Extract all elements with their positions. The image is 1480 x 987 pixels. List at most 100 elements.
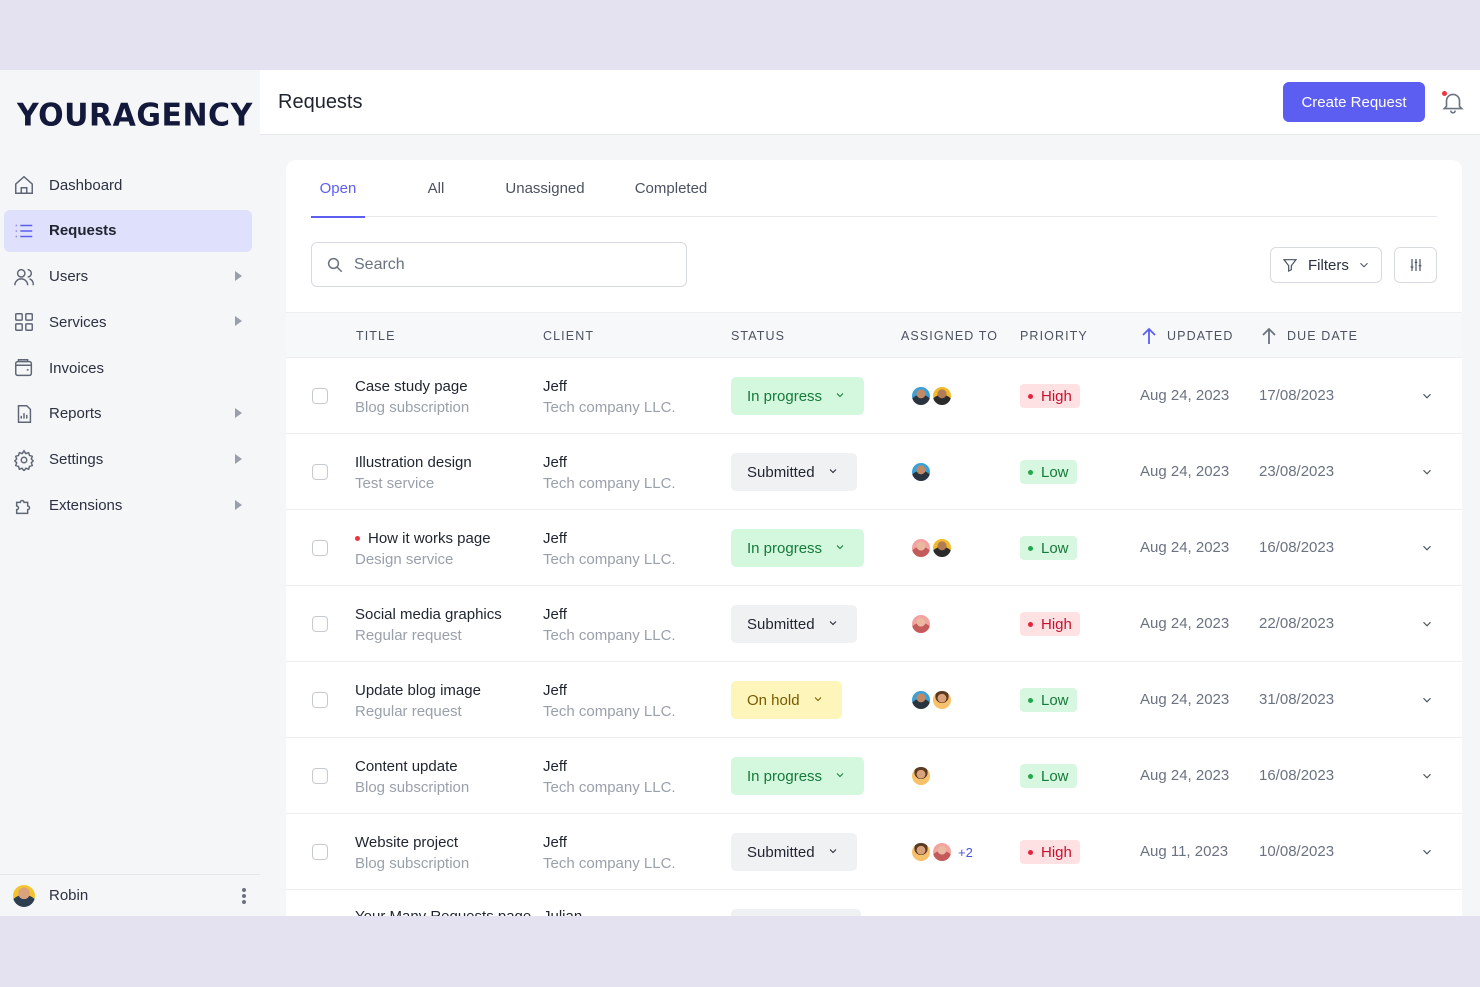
status-dropdown[interactable] bbox=[731, 909, 861, 916]
caret-right-icon[interactable] bbox=[235, 407, 242, 418]
column-status[interactable]: STATUS bbox=[731, 329, 786, 343]
caret-right-icon[interactable] bbox=[235, 499, 242, 510]
expand-row-chevron-icon[interactable] bbox=[1420, 845, 1434, 859]
title-cell[interactable]: How it works page Design service bbox=[355, 530, 491, 568]
status-dropdown[interactable]: On hold bbox=[731, 681, 842, 719]
expand-row-chevron-icon[interactable] bbox=[1420, 389, 1434, 403]
notifications-bell-icon[interactable] bbox=[1440, 89, 1466, 115]
title-cell[interactable]: Content update Blog subscription bbox=[355, 758, 469, 796]
row-checkbox[interactable] bbox=[312, 388, 328, 404]
title-cell[interactable]: Illustration design Test service bbox=[355, 454, 472, 492]
title-cell[interactable]: Case study page Blog subscription bbox=[355, 378, 469, 416]
expand-row-chevron-icon[interactable] bbox=[1420, 541, 1434, 555]
column-updated[interactable]: UPDATED bbox=[1141, 313, 1234, 359]
status-dropdown[interactable]: In progress bbox=[731, 377, 865, 415]
more-assignees-count[interactable]: +2 bbox=[958, 844, 973, 860]
sort-arrow-up-icon[interactable] bbox=[1261, 327, 1277, 345]
table-row[interactable]: Content update Blog subscription Jeff Tech … bbox=[286, 738, 1462, 814]
request-title[interactable]: Case study page bbox=[355, 378, 468, 395]
status-dropdown[interactable]: In progress bbox=[731, 529, 865, 567]
column-priority[interactable]: PRIORITY bbox=[1020, 329, 1088, 343]
assignee-avatar[interactable] bbox=[931, 841, 953, 863]
client-cell: Jeff Tech company LLC. bbox=[543, 454, 676, 492]
create-request-button[interactable]: Create Request bbox=[1283, 82, 1425, 122]
sidebar-item-requests[interactable]: Requests bbox=[4, 209, 252, 252]
column-due-date-label: DUE DATE bbox=[1287, 329, 1359, 343]
sidebar-item-extensions[interactable]: Extensions bbox=[4, 485, 252, 527]
request-title[interactable]: Website project bbox=[355, 834, 459, 851]
column-due-date[interactable]: DUE DATE bbox=[1261, 313, 1358, 359]
tab-open[interactable]: Open bbox=[311, 160, 365, 218]
assignee-avatar[interactable] bbox=[931, 689, 953, 711]
request-title[interactable]: Your Many Requests page bbox=[355, 908, 531, 916]
status-dropdown[interactable]: Submitted bbox=[731, 453, 857, 491]
request-title[interactable]: Illustration design bbox=[355, 454, 472, 471]
sidebar-item-services[interactable]: Services bbox=[4, 301, 252, 343]
table-row[interactable]: Update blog image Regular request Jeff Tech… bbox=[286, 662, 1462, 738]
table-row[interactable]: Website project Blog subscription Jeff Tech… bbox=[286, 814, 1462, 890]
request-title[interactable]: Social media graphics bbox=[355, 606, 502, 623]
caret-right-icon[interactable] bbox=[235, 316, 242, 327]
table-row[interactable]: Your Many Requests page Julian bbox=[286, 890, 1462, 916]
search-box[interactable] bbox=[311, 242, 687, 287]
column-title[interactable]: TITLE bbox=[356, 329, 396, 343]
brand-logo[interactable]: YOURAGENCY bbox=[17, 97, 253, 134]
row-checkbox[interactable] bbox=[312, 692, 328, 708]
row-checkbox[interactable] bbox=[312, 616, 328, 632]
status-dropdown[interactable]: Submitted bbox=[731, 605, 857, 643]
more-options-icon[interactable] bbox=[242, 888, 246, 904]
tab-all[interactable]: All bbox=[427, 180, 445, 197]
expand-row-chevron-icon[interactable] bbox=[1420, 693, 1434, 707]
title-cell[interactable]: Website project Blog subscription bbox=[355, 834, 469, 872]
row-checkbox[interactable] bbox=[312, 464, 328, 480]
client-cell: Jeff Tech company LLC. bbox=[543, 530, 676, 568]
priority-label: Low bbox=[1041, 539, 1069, 557]
client-name: Jeff bbox=[543, 682, 567, 699]
priority-badge: Low bbox=[1020, 688, 1077, 712]
assignee-avatar[interactable] bbox=[910, 537, 932, 559]
expand-row-chevron-icon[interactable] bbox=[1420, 617, 1434, 631]
assignee-avatar[interactable] bbox=[931, 537, 953, 559]
sidebar-item-invoices[interactable]: Invoices bbox=[4, 347, 252, 389]
assignee-avatar[interactable] bbox=[910, 765, 932, 787]
request-title[interactable]: How it works page bbox=[368, 530, 491, 547]
caret-right-icon[interactable] bbox=[235, 453, 242, 464]
assignee-avatar[interactable] bbox=[910, 689, 932, 711]
user-profile[interactable]: Robin bbox=[0, 874, 260, 916]
table-row[interactable]: Illustration design Test service Jeff Tech … bbox=[286, 434, 1462, 510]
expand-row-chevron-icon[interactable] bbox=[1420, 769, 1434, 783]
tab-unassigned[interactable]: Unassigned bbox=[505, 180, 585, 197]
title-cell[interactable]: Your Many Requests page bbox=[355, 908, 531, 916]
title-cell[interactable]: Update blog image Regular request bbox=[355, 682, 481, 720]
sort-arrow-up-icon[interactable] bbox=[1141, 327, 1157, 345]
assignee-avatar[interactable] bbox=[910, 613, 932, 635]
row-checkbox[interactable] bbox=[312, 540, 328, 556]
filters-button[interactable]: Filters bbox=[1270, 247, 1382, 283]
column-client[interactable]: CLIENT bbox=[543, 329, 595, 343]
sidebar-item-users[interactable]: Users bbox=[4, 256, 252, 298]
column-settings-button[interactable] bbox=[1394, 247, 1437, 283]
search-input[interactable] bbox=[354, 255, 654, 274]
assignee-avatar[interactable] bbox=[910, 461, 932, 483]
table-row[interactable]: Social media graphics Regular request Jeff… bbox=[286, 586, 1462, 662]
caret-right-icon[interactable] bbox=[235, 270, 242, 281]
row-checkbox[interactable] bbox=[312, 768, 328, 784]
assignee-avatar[interactable] bbox=[910, 841, 932, 863]
assignee-avatar[interactable] bbox=[931, 385, 953, 407]
request-title[interactable]: Content update bbox=[355, 758, 458, 775]
table-row[interactable]: How it works page Design service Jeff Tech … bbox=[286, 510, 1462, 586]
sidebar-item-dashboard[interactable]: Dashboard bbox=[4, 164, 252, 206]
assignee-avatar[interactable] bbox=[910, 385, 932, 407]
request-title[interactable]: Update blog image bbox=[355, 682, 481, 699]
tab-completed[interactable]: Completed bbox=[634, 180, 708, 197]
status-label: In progress bbox=[747, 387, 823, 405]
row-checkbox[interactable] bbox=[312, 844, 328, 860]
table-row[interactable]: Case study page Blog subscription Jeff Tech… bbox=[286, 358, 1462, 434]
column-assigned[interactable]: ASSIGNED TO bbox=[901, 329, 999, 343]
status-dropdown[interactable]: In progress bbox=[731, 757, 865, 795]
sidebar-item-settings[interactable]: Settings bbox=[4, 439, 252, 481]
sidebar-item-reports[interactable]: Reports bbox=[4, 393, 252, 435]
status-dropdown[interactable]: Submitted bbox=[731, 833, 857, 871]
expand-row-chevron-icon[interactable] bbox=[1420, 465, 1434, 479]
title-cell[interactable]: Social media graphics Regular request bbox=[355, 606, 502, 644]
